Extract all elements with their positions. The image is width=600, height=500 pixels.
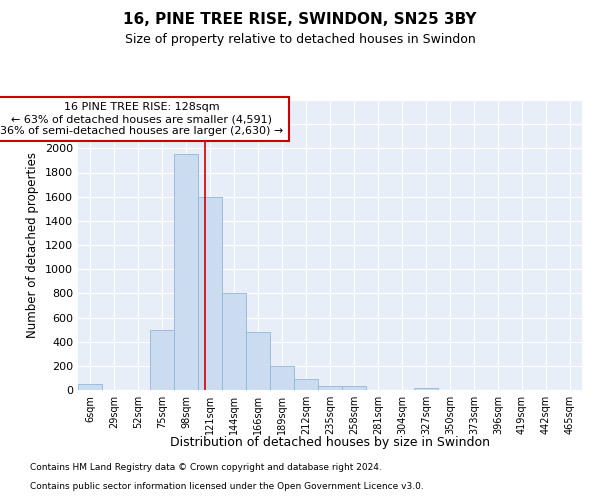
Bar bbox=[150, 330, 174, 390]
Text: Distribution of detached houses by size in Swindon: Distribution of detached houses by size … bbox=[170, 436, 490, 449]
Bar bbox=[222, 294, 246, 390]
Bar bbox=[174, 154, 198, 390]
Text: Contains HM Land Registry data © Crown copyright and database right 2024.: Contains HM Land Registry data © Crown c… bbox=[30, 464, 382, 472]
Text: Size of property relative to detached houses in Swindon: Size of property relative to detached ho… bbox=[125, 32, 475, 46]
Y-axis label: Number of detached properties: Number of detached properties bbox=[26, 152, 40, 338]
Bar bbox=[270, 366, 294, 390]
Text: Contains public sector information licensed under the Open Government Licence v3: Contains public sector information licen… bbox=[30, 482, 424, 491]
Text: 16 PINE TREE RISE: 128sqm
← 63% of detached houses are smaller (4,591)
36% of se: 16 PINE TREE RISE: 128sqm ← 63% of detac… bbox=[0, 102, 283, 136]
Bar bbox=[198, 196, 222, 390]
Text: 16, PINE TREE RISE, SWINDON, SN25 3BY: 16, PINE TREE RISE, SWINDON, SN25 3BY bbox=[123, 12, 477, 28]
Bar bbox=[342, 386, 366, 390]
Bar bbox=[294, 379, 318, 390]
Bar bbox=[414, 388, 438, 390]
Bar bbox=[246, 332, 270, 390]
Bar bbox=[78, 384, 102, 390]
Bar bbox=[318, 386, 342, 390]
